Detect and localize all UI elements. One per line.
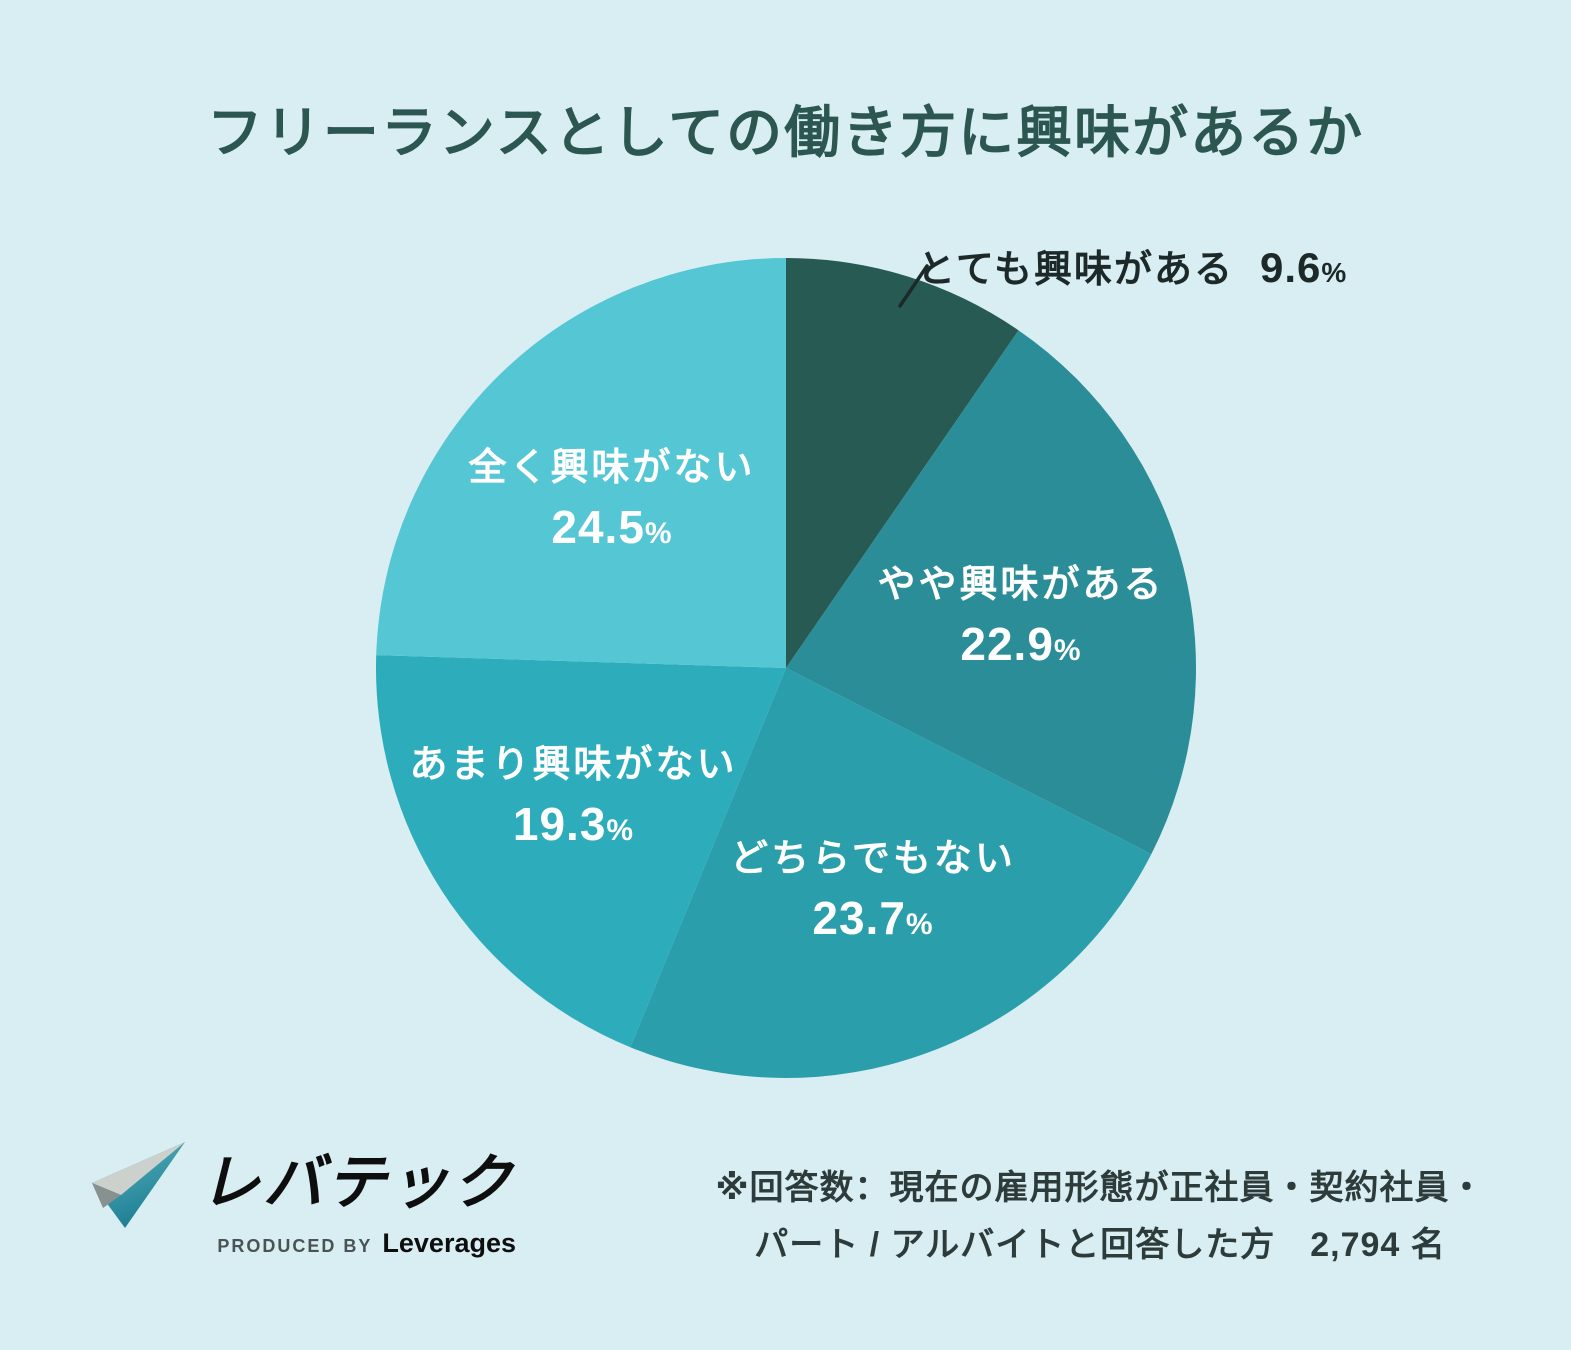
- pie-slice-4: [376, 258, 786, 668]
- slice-label-totemo-text: とても興味がある: [917, 249, 1234, 291]
- chart-title: フリーランスとしての働き方に興味があるか: [206, 101, 1365, 164]
- leader-line: [898, 264, 929, 308]
- levtech-logo-icon: [92, 1142, 185, 1228]
- produced-by-row: PRODUCED BY Leverages: [198, 1228, 516, 1259]
- slice-label-yaya: やや興味がある 22.9%: [826, 566, 1216, 667]
- company-name: Leverages: [382, 1228, 516, 1258]
- produced-by-label: PRODUCED BY: [217, 1236, 373, 1256]
- slice-label-totemo: とても興味がある 9.6%: [917, 238, 1347, 293]
- slice-label-dochira: どちらでもない 23.7%: [678, 840, 1068, 941]
- slice-label-zenku: 全く興味がない 24.5%: [418, 449, 806, 550]
- footnote: ※回答数：現在の雇用形態が正社員・契約社員・ パート / アルバイトと回答した方…: [700, 1160, 1500, 1274]
- slice-label-amari: あまり興味がない 19.3%: [376, 746, 771, 847]
- slice-value-totemo: 9.6%: [1259, 244, 1348, 291]
- slice-value-yaya: 22.9%: [960, 618, 1082, 670]
- slice-value-amari: 19.3%: [512, 798, 635, 850]
- brand-name: レバテック: [200, 1149, 515, 1216]
- footnote-line2: パート / アルバイトと回答した方 2,794 名: [754, 1226, 1446, 1265]
- slice-value-dochira: 23.7%: [812, 892, 934, 944]
- pie-slice-1: [786, 330, 1196, 855]
- pie-slice-0: [786, 258, 1019, 668]
- pie-slice-3: [376, 655, 786, 1048]
- slice-value-zenku: 24.5%: [551, 501, 673, 553]
- pie-slice-2: [630, 668, 1152, 1078]
- footnote-line1: ※回答数：現在の雇用形態が正社員・契約社員・: [715, 1169, 1485, 1207]
- pie-chart: [376, 258, 1196, 1078]
